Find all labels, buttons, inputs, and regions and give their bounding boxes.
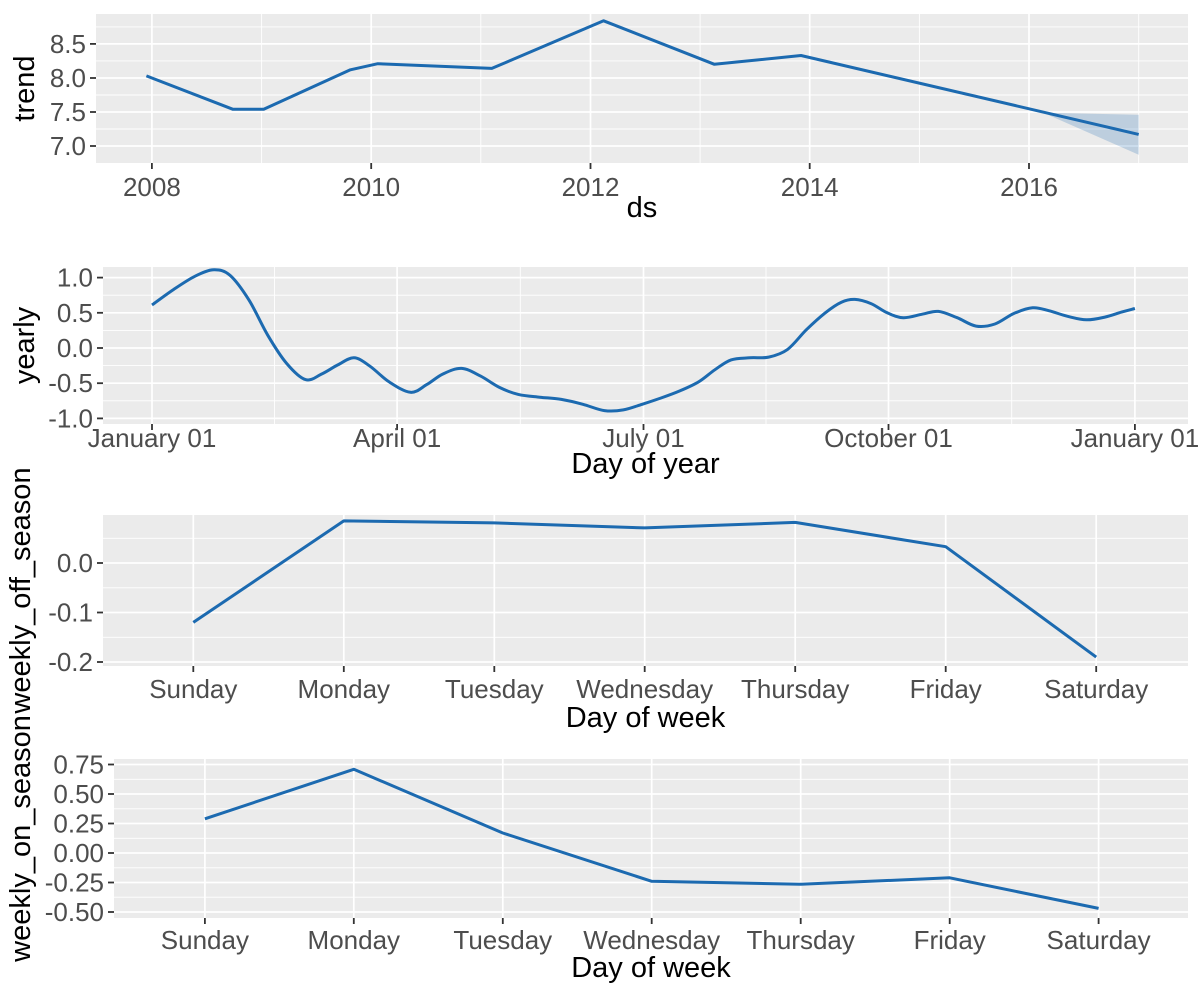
weekly_on_season-y-tick-label: 0.50 xyxy=(53,779,104,809)
trend-x-tick-label: 2008 xyxy=(123,172,181,202)
trend-series-line xyxy=(145,19,1140,136)
yearly-x-tick-label: January 01 xyxy=(1071,423,1200,453)
trend-grid-minor xyxy=(96,14,1188,163)
trend-x-tick-label: 2010 xyxy=(342,172,400,202)
weekly_off_season-x-axis-title: Day of week xyxy=(566,702,726,734)
yearly-grid-minor xyxy=(103,267,1188,424)
yearly-y-tick-label: -1.0 xyxy=(48,403,93,433)
weekly_on_season-x-tick-label: Friday xyxy=(914,925,986,955)
trend-uncertainty-band xyxy=(1043,112,1139,155)
trend-x-axis-title: ds xyxy=(627,192,658,224)
yearly-x-axis-title: Day of year xyxy=(571,448,720,480)
weekly_on_season-series-line xyxy=(204,767,1099,910)
trend-y-tick-label: 7.0 xyxy=(50,131,86,161)
chart-weekly_on_season: Sunday Monday Tuesday Wednesday Thursday Frid… xyxy=(5,715,1188,984)
weekly_off_season-x-tick-label: Tuesday xyxy=(445,674,544,704)
yearly-y-tick-label: 1.0 xyxy=(57,263,93,293)
yearly-y-axis-title: yearly xyxy=(9,306,41,384)
trend-y-axis: 7.0 7.5 8.0 8.5 xyxy=(50,29,96,161)
trend-y-tick-label: 8.5 xyxy=(50,29,86,59)
yearly-x-tick-label: July 01 xyxy=(602,423,684,453)
weekly_off_season-x-tick-label: Friday xyxy=(910,674,982,704)
weekly_on_season-x-tick-label: Thursday xyxy=(747,925,855,955)
weekly_off_season-y-tick-label: -0.1 xyxy=(48,598,93,628)
yearly-x-tick-label: October 01 xyxy=(824,423,953,453)
weekly_off_season-y-tick-label: 0.0 xyxy=(57,548,93,578)
weekly_off_season-series-line xyxy=(192,519,1098,659)
yearly-y-tick-label: 0.0 xyxy=(57,333,93,363)
weekly_on_season-x-tick-label: Monday xyxy=(308,925,401,955)
weekly_on_season-grid-major xyxy=(114,759,1188,918)
weekly_on_season-x-tick-label: Wednesday xyxy=(583,925,720,955)
weekly_on_season-y-tick-label: -0.50 xyxy=(45,897,104,927)
yearly-panel-background xyxy=(103,267,1188,424)
trend-x-tick-label: 2014 xyxy=(781,172,839,202)
trend-x-axis: 2008 2010 2012 2014 2016 xyxy=(123,163,1058,202)
trend-panel-background xyxy=(96,14,1188,163)
yearly-series-line xyxy=(151,268,1136,413)
weekly_on_season-y-tick-label: 0.75 xyxy=(53,750,104,780)
weekly_on_season-x-tick-label: Saturday xyxy=(1047,925,1151,955)
chart-yearly: January 01 April 01 July 01 October 01 Janua… xyxy=(9,263,1199,480)
yearly-x-tick-label: January 01 xyxy=(88,423,217,453)
trend-y-axis-title: trend xyxy=(9,55,41,121)
weekly_on_season-y-tick-label: -0.25 xyxy=(45,868,104,898)
yearly-y-tick-label: 0.5 xyxy=(57,298,93,328)
weekly_on_season-y-tick-label: 0.25 xyxy=(53,809,104,839)
trend-x-tick-label: 2016 xyxy=(1000,172,1058,202)
weekly_on_season-y-tick-label: 0.00 xyxy=(53,838,104,868)
weekly_off_season-grid-major xyxy=(103,515,1188,666)
weekly_off_season-x-tick-label: Wednesday xyxy=(576,674,713,704)
trend-grid-major xyxy=(96,14,1188,163)
trend-y-tick-label: 8.0 xyxy=(50,63,86,93)
yearly-y-tick-label: -0.5 xyxy=(48,368,93,398)
weekly_off_season-x-tick-label: Thursday xyxy=(741,674,849,704)
weekly_on_season-x-axis-title: Day of week xyxy=(571,952,731,984)
weekly_on_season-x-tick-label: Sunday xyxy=(161,925,249,955)
weekly_off_season-x-axis: Sunday Monday Tuesday Wednesday Thursday Frid… xyxy=(149,666,1148,704)
chart-weekly_off_season: Sunday Monday Tuesday Wednesday Thursday Frid… xyxy=(5,467,1188,734)
yearly-y-axis: -1.0 -0.5 0.0 0.5 1.0 xyxy=(48,263,103,433)
weekly_on_season-y-axis-title: weekly_on_season xyxy=(5,715,37,963)
yearly-x-tick-label: April 01 xyxy=(353,423,441,453)
chart-trend: 2008 2010 2012 2014 2016 7.0 7.5 8.0 8.5 ds trend xyxy=(9,14,1188,224)
weekly_off_season-x-tick-label: Saturday xyxy=(1044,674,1148,704)
weekly_off_season-y-tick-label: -0.2 xyxy=(48,647,93,677)
trend-y-tick-label: 7.5 xyxy=(50,97,86,127)
trend-x-tick-label: 2012 xyxy=(562,172,620,202)
weekly_on_season-x-axis: Sunday Monday Tuesday Wednesday Thursday Frid… xyxy=(161,918,1151,955)
weekly_off_season-y-axis: 0.0 -0.1 -0.2 xyxy=(48,548,103,677)
weekly_off_season-y-axis-title: weekly_off_season xyxy=(5,467,37,714)
weekly_off_season-x-tick-label: Monday xyxy=(298,674,391,704)
yearly-grid-major xyxy=(103,267,1188,424)
weekly_on_season-y-axis: 0.750.500.250.00-0.25-0.50 xyxy=(45,750,114,927)
weekly_off_season-x-tick-label: Sunday xyxy=(149,674,237,704)
yearly-x-axis: January 01 April 01 July 01 October 01 Janua… xyxy=(88,423,1200,453)
weekly_on_season-x-tick-label: Tuesday xyxy=(453,925,552,955)
